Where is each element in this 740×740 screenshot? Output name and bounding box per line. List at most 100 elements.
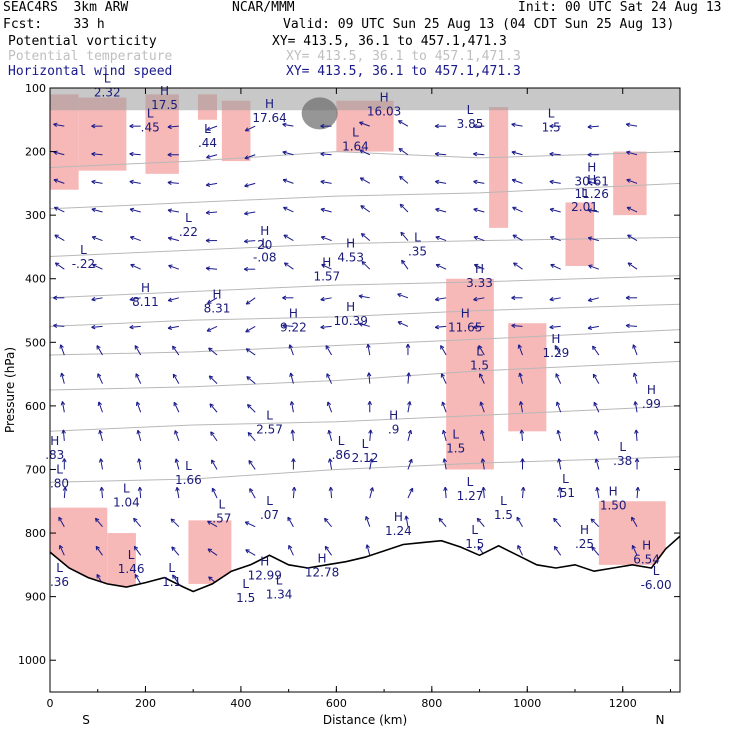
field-pv-xy: XY= 413.5, 36.1 to 457.1,471.3 xyxy=(272,34,507,49)
wind-arrow xyxy=(397,293,409,299)
wind-arrow xyxy=(288,544,294,556)
wind-arrow xyxy=(554,345,562,356)
wind-arrow xyxy=(291,486,297,499)
wind-arrow xyxy=(625,295,638,301)
extremum-kind-33: L xyxy=(452,427,459,441)
y-axis-label: Pressure (hPa) xyxy=(3,347,17,433)
extremum-kind-7: L xyxy=(204,122,211,136)
wind-arrow xyxy=(91,207,103,213)
wind-arrow xyxy=(167,325,179,330)
y-tick-label-9: 1000 xyxy=(18,654,46,667)
wind-arrow xyxy=(135,373,142,384)
wind-arrow xyxy=(246,376,256,385)
pv-fill-region-6 xyxy=(489,107,509,228)
wind-arrow xyxy=(244,154,256,160)
wind-arrow xyxy=(438,517,447,528)
wind-arrow xyxy=(167,208,179,213)
wind-arrow xyxy=(366,372,372,384)
wind-arrow xyxy=(174,458,180,470)
isentrope-line-6 xyxy=(49,360,681,391)
wind-arrow xyxy=(556,429,562,441)
wind-arrow xyxy=(94,517,103,528)
wind-arrow xyxy=(321,263,332,270)
extremum-value-4: 1.5 xyxy=(542,120,561,134)
wind-arrow xyxy=(289,401,295,413)
wind-arrow xyxy=(517,544,523,556)
wind-arrow xyxy=(626,206,638,213)
wind-arrow xyxy=(595,486,600,499)
wind-arrow xyxy=(367,401,373,413)
wind-arrow xyxy=(249,488,256,499)
wind-arrow xyxy=(137,486,143,499)
wind-arrow xyxy=(634,429,639,441)
wind-arrow xyxy=(324,545,333,556)
extremum-value-19: 3.33 xyxy=(466,276,493,290)
wind-arrow xyxy=(518,401,524,413)
wind-arrow xyxy=(98,458,104,470)
wind-vector-layer xyxy=(53,120,640,585)
wind-arrow xyxy=(244,182,256,188)
extremum-kind-29: H xyxy=(389,408,398,422)
forecast-hour: Fcst: 33 h xyxy=(3,17,105,32)
wind-arrow xyxy=(287,516,294,527)
wind-arrow xyxy=(361,260,371,270)
extremum-value-12: .22 xyxy=(179,225,198,239)
wind-arrow xyxy=(91,123,103,129)
extremum-kind-42: L xyxy=(562,472,569,486)
wind-arrow xyxy=(549,324,561,330)
wind-arrow xyxy=(440,345,447,356)
wind-arrow xyxy=(129,235,141,242)
isentrope-line-7 xyxy=(49,405,681,432)
y-tick-label-4: 500 xyxy=(25,336,46,349)
wind-arrow xyxy=(246,403,256,413)
extremum-value-30: .83 xyxy=(45,448,64,462)
wind-arrow xyxy=(325,345,333,356)
wind-arrow xyxy=(479,401,485,413)
extremum-value-3: 3.85 xyxy=(457,117,484,131)
wind-arrow xyxy=(397,321,409,327)
wind-arrow xyxy=(553,517,562,528)
wind-arrow xyxy=(92,263,103,270)
terrain-layer xyxy=(49,535,681,692)
isentrope-line-4 xyxy=(49,303,681,327)
wind-arrow xyxy=(206,125,218,131)
extremum-kind-2: H xyxy=(380,90,389,104)
extremum-value-44: 1.46 xyxy=(118,562,145,576)
extremum-kind-55: L xyxy=(218,497,225,511)
extremum-kind-20: H xyxy=(141,281,150,295)
y-tick-label-7: 800 xyxy=(25,527,46,540)
wind-arrow xyxy=(167,180,179,185)
x-tick-label-2: 400 xyxy=(230,697,251,710)
wind-arrow xyxy=(210,431,218,442)
pv-fill-region-10 xyxy=(508,323,547,432)
wind-arrow xyxy=(399,203,409,213)
wind-arrow xyxy=(97,401,103,413)
wind-arrow xyxy=(365,515,371,527)
extremum-value-43: 1.24 xyxy=(385,524,412,538)
wind-arrow xyxy=(520,458,525,470)
wind-arrow xyxy=(205,266,218,271)
wind-arrow xyxy=(328,458,333,470)
x-tick-label-6: 1200 xyxy=(609,697,637,710)
wind-arrow xyxy=(53,178,65,184)
x-tick-label-1: 200 xyxy=(135,697,156,710)
pv-fill-region-14 xyxy=(598,501,666,565)
wind-arrow xyxy=(245,297,256,305)
wind-arrow xyxy=(511,150,523,156)
extremum-value-13: 20 xyxy=(257,238,272,252)
wind-arrow xyxy=(167,152,179,158)
wind-arrow xyxy=(480,458,486,470)
extremum-value-32: 2.12 xyxy=(352,451,379,465)
wind-arrow xyxy=(207,548,218,556)
north-endpoint-label: N xyxy=(656,713,665,727)
wind-arrow xyxy=(211,487,218,499)
wind-arrow xyxy=(407,458,413,470)
extremum-kind-34: L xyxy=(619,440,626,454)
wind-arrow xyxy=(435,235,447,242)
wind-arrow xyxy=(555,373,562,384)
wind-arrow xyxy=(481,486,486,499)
wind-arrow xyxy=(588,264,600,270)
extremum-value-39: 1.50 xyxy=(600,499,627,513)
wind-arrow xyxy=(53,206,65,213)
extremum-kind-44: L xyxy=(128,548,135,562)
